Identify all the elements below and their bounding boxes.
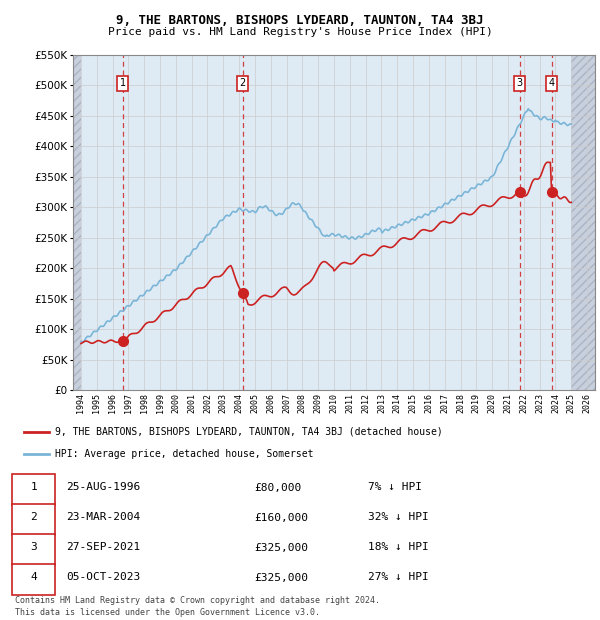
Text: 1: 1 — [31, 482, 37, 492]
Text: 2017: 2017 — [440, 392, 449, 413]
Bar — [123, 55, 242, 390]
Text: 1997: 1997 — [124, 392, 133, 413]
Text: 2025: 2025 — [567, 392, 576, 413]
Text: 2005: 2005 — [250, 392, 259, 413]
Text: 2021: 2021 — [503, 392, 512, 413]
Text: 2016: 2016 — [424, 392, 433, 413]
FancyBboxPatch shape — [12, 474, 55, 505]
Bar — [520, 55, 551, 390]
Bar — [81, 55, 123, 390]
Text: 2012: 2012 — [361, 392, 370, 413]
Text: 2015: 2015 — [409, 392, 418, 413]
Text: 7% ↓ HPI: 7% ↓ HPI — [368, 482, 422, 492]
Text: 32% ↓ HPI: 32% ↓ HPI — [368, 513, 429, 523]
Text: 2023: 2023 — [535, 392, 544, 413]
Text: £325,000: £325,000 — [254, 542, 308, 552]
FancyBboxPatch shape — [12, 534, 55, 565]
Text: Contains HM Land Registry data © Crown copyright and database right 2024.: Contains HM Land Registry data © Crown c… — [15, 596, 380, 606]
Text: 27% ↓ HPI: 27% ↓ HPI — [368, 572, 429, 583]
Text: £160,000: £160,000 — [254, 513, 308, 523]
Text: 1994: 1994 — [76, 392, 85, 413]
Text: 05-OCT-2023: 05-OCT-2023 — [66, 572, 140, 583]
Text: 9, THE BARTONS, BISHOPS LYDEARD, TAUNTON, TA4 3BJ: 9, THE BARTONS, BISHOPS LYDEARD, TAUNTON… — [116, 14, 484, 27]
Text: 2007: 2007 — [282, 392, 291, 413]
Text: 27-SEP-2021: 27-SEP-2021 — [66, 542, 140, 552]
Text: 25-AUG-1996: 25-AUG-1996 — [66, 482, 140, 492]
Bar — [242, 55, 520, 390]
Text: This data is licensed under the Open Government Licence v3.0.: This data is licensed under the Open Gov… — [15, 608, 320, 617]
Text: 3: 3 — [517, 79, 523, 89]
Bar — [73, 55, 81, 390]
Text: 4: 4 — [548, 79, 554, 89]
Text: 2024: 2024 — [551, 392, 560, 413]
Text: 2013: 2013 — [377, 392, 386, 413]
Text: 2010: 2010 — [329, 392, 338, 413]
Text: £80,000: £80,000 — [254, 482, 302, 492]
Text: 2000: 2000 — [172, 392, 181, 413]
Text: Price paid vs. HM Land Registry's House Price Index (HPI): Price paid vs. HM Land Registry's House … — [107, 27, 493, 37]
FancyBboxPatch shape — [12, 503, 55, 535]
Text: 2022: 2022 — [520, 392, 529, 413]
Text: 2006: 2006 — [266, 392, 275, 413]
Bar — [551, 55, 571, 390]
Text: 2004: 2004 — [235, 392, 244, 413]
Text: 2009: 2009 — [314, 392, 323, 413]
Text: 2020: 2020 — [488, 392, 497, 413]
Text: 1995: 1995 — [92, 392, 101, 413]
Text: HPI: Average price, detached house, Somerset: HPI: Average price, detached house, Some… — [55, 449, 313, 459]
Text: 2: 2 — [31, 513, 37, 523]
Text: 1996: 1996 — [108, 392, 117, 413]
Text: 18% ↓ HPI: 18% ↓ HPI — [368, 542, 429, 552]
Text: 2018: 2018 — [456, 392, 465, 413]
Text: 4: 4 — [31, 572, 37, 583]
FancyBboxPatch shape — [12, 564, 55, 595]
Text: 2003: 2003 — [219, 392, 228, 413]
Text: 1998: 1998 — [140, 392, 149, 413]
Text: 3: 3 — [31, 542, 37, 552]
Text: 2026: 2026 — [583, 392, 592, 413]
Text: 2002: 2002 — [203, 392, 212, 413]
Text: 2: 2 — [239, 79, 246, 89]
Text: 1999: 1999 — [155, 392, 164, 413]
Text: 2011: 2011 — [346, 392, 355, 413]
Text: 1: 1 — [120, 79, 126, 89]
Bar — [571, 55, 595, 390]
Text: 2008: 2008 — [298, 392, 307, 413]
Text: 2001: 2001 — [187, 392, 196, 413]
Text: 23-MAR-2004: 23-MAR-2004 — [66, 513, 140, 523]
Text: 2019: 2019 — [472, 392, 481, 413]
Text: £325,000: £325,000 — [254, 572, 308, 583]
Text: 2014: 2014 — [393, 392, 402, 413]
Text: 9, THE BARTONS, BISHOPS LYDEARD, TAUNTON, TA4 3BJ (detached house): 9, THE BARTONS, BISHOPS LYDEARD, TAUNTON… — [55, 427, 443, 437]
